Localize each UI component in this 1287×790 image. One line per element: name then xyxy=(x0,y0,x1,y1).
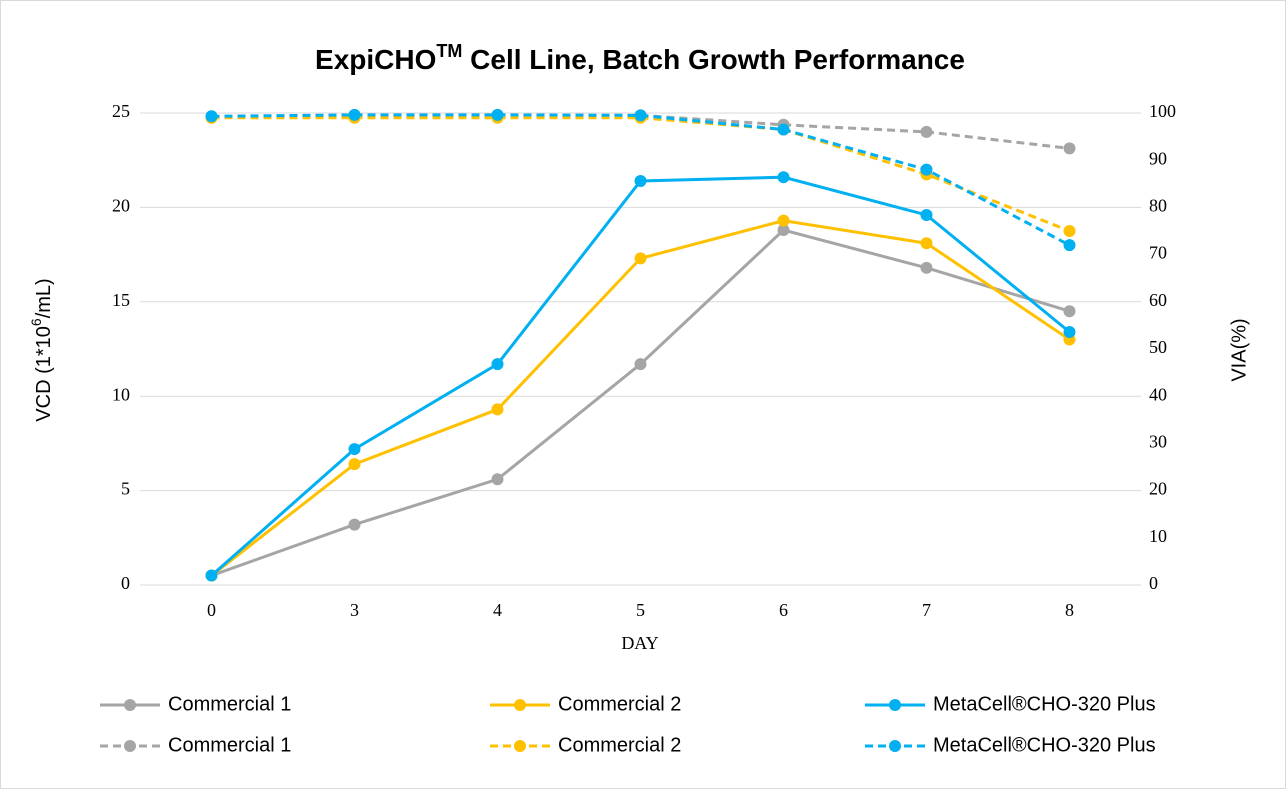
y-tick-label: 0 xyxy=(121,573,130,593)
y2-tick-label: 20 xyxy=(1149,479,1167,499)
y2-tick-label: 100 xyxy=(1149,101,1176,121)
x-tick-label: 3 xyxy=(350,600,359,620)
legend-label: MetaCell®CHO-320 Plus xyxy=(933,734,1156,756)
data-point xyxy=(348,458,361,471)
y-tick-label: 5 xyxy=(121,479,130,499)
x-tick-label: 8 xyxy=(1065,600,1074,620)
data-point xyxy=(348,108,361,121)
data-point xyxy=(777,224,790,237)
data-point xyxy=(920,163,933,176)
data-point xyxy=(634,358,647,371)
legend-marker xyxy=(514,740,526,752)
data-point xyxy=(777,123,790,136)
title-part: Cell Line, Batch Growth Performance xyxy=(462,44,965,75)
legend-marker xyxy=(124,699,136,711)
y2-tick-label: 50 xyxy=(1149,337,1167,357)
data-point xyxy=(634,109,647,122)
legend-label: MetaCell®CHO-320 Plus xyxy=(933,693,1156,715)
x-tick-label: 6 xyxy=(779,600,788,620)
y2-tick-label: 10 xyxy=(1149,526,1167,546)
label-part: VCD (1*10 xyxy=(33,326,55,422)
legend-marker xyxy=(889,699,901,711)
data-point xyxy=(777,214,790,227)
data-point xyxy=(1063,326,1076,339)
y2-tick-label: 60 xyxy=(1149,290,1167,310)
label-part: /mL) xyxy=(33,278,55,318)
legend-label: Commercial 2 xyxy=(558,693,681,715)
y-tick-label: 25 xyxy=(112,101,130,121)
data-point xyxy=(920,125,933,138)
legend-label: Commercial 2 xyxy=(558,734,681,756)
data-point xyxy=(348,518,361,531)
data-point xyxy=(634,174,647,187)
data-point xyxy=(491,358,504,371)
data-point xyxy=(491,473,504,486)
data-point xyxy=(920,261,933,274)
data-point xyxy=(1063,142,1076,155)
label-superscript: 6 xyxy=(28,318,44,326)
legend-marker xyxy=(889,740,901,752)
legend-marker xyxy=(124,740,136,752)
data-point xyxy=(205,569,218,582)
data-point xyxy=(1063,225,1076,237)
y2-axis-title: VIA(%) xyxy=(1228,318,1250,381)
data-point xyxy=(920,208,933,221)
y-axis-title: VCD (1*106/mL) xyxy=(28,278,56,421)
data-point xyxy=(491,108,504,121)
y2-tick-label: 40 xyxy=(1149,384,1167,404)
data-point xyxy=(777,171,790,184)
data-point xyxy=(491,403,504,416)
x-tick-label: 0 xyxy=(207,600,216,620)
data-point xyxy=(1063,239,1076,252)
data-point xyxy=(205,110,218,123)
x-tick-label: 7 xyxy=(922,600,931,620)
y2-tick-label: 70 xyxy=(1149,243,1167,263)
data-point xyxy=(634,252,647,265)
legend-label: Commercial 1 xyxy=(168,693,291,715)
x-tick-label: 5 xyxy=(636,600,645,620)
y2-tick-label: 30 xyxy=(1149,432,1167,452)
x-tick-label: 4 xyxy=(493,600,502,620)
y-tick-label: 10 xyxy=(112,384,130,404)
title-part: ExpiCHO xyxy=(315,44,436,75)
data-point xyxy=(1063,305,1076,318)
y2-tick-label: 80 xyxy=(1149,196,1167,216)
legend-label: Commercial 1 xyxy=(168,734,291,756)
title-superscript: TM xyxy=(436,41,462,61)
y-tick-label: 20 xyxy=(112,196,130,216)
data-point xyxy=(920,237,933,250)
y-tick-label: 15 xyxy=(112,290,130,310)
x-axis-title: DAY xyxy=(621,633,658,653)
legend-marker xyxy=(514,699,526,711)
y2-tick-label: 90 xyxy=(1149,148,1167,168)
chart-title: ExpiCHOTM Cell Line, Batch Growth Perfor… xyxy=(315,41,965,76)
y2-tick-label: 0 xyxy=(1149,573,1158,593)
data-point xyxy=(348,443,361,456)
